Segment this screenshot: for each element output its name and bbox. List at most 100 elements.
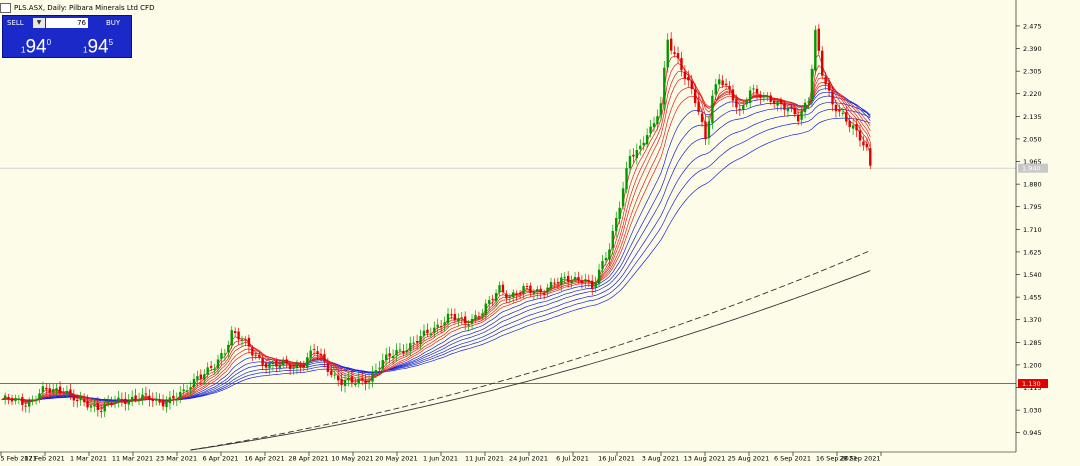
- candle[interactable]: [405, 343, 409, 356]
- candle[interactable]: [831, 86, 834, 112]
- candle[interactable]: [378, 361, 381, 372]
- candle[interactable]: [738, 104, 742, 117]
- candle[interactable]: [566, 271, 570, 288]
- candle[interactable]: [450, 308, 453, 320]
- candle[interactable]: [343, 374, 347, 393]
- candle[interactable]: [299, 360, 302, 373]
- candle[interactable]: [55, 383, 58, 396]
- candle[interactable]: [7, 393, 10, 405]
- candle[interactable]: [800, 107, 803, 126]
- candle[interactable]: [663, 61, 666, 111]
- candle[interactable]: [491, 294, 494, 307]
- candle[interactable]: [536, 285, 539, 298]
- candle[interactable]: [803, 98, 807, 119]
- candle[interactable]: [209, 361, 213, 372]
- candle[interactable]: [597, 263, 601, 288]
- candle[interactable]: [45, 383, 48, 396]
- candle[interactable]: [117, 390, 120, 408]
- candle[interactable]: [27, 397, 31, 413]
- candle[interactable]: [807, 97, 810, 110]
- candle[interactable]: [591, 274, 594, 296]
- candle[interactable]: [82, 393, 86, 407]
- candle[interactable]: [580, 275, 584, 289]
- candle[interactable]: [206, 362, 209, 379]
- candle[interactable]: [158, 393, 161, 406]
- candle[interactable]: [330, 364, 333, 378]
- candle[interactable]: [360, 371, 364, 386]
- candle[interactable]: [786, 105, 790, 118]
- candle[interactable]: [838, 104, 841, 117]
- candle[interactable]: [862, 135, 865, 151]
- candle[interactable]: [251, 344, 254, 361]
- candle[interactable]: [858, 124, 862, 147]
- candle[interactable]: [429, 327, 433, 339]
- candle[interactable]: [134, 388, 137, 403]
- candle[interactable]: [34, 395, 38, 405]
- candle[interactable]: [731, 84, 735, 108]
- candle[interactable]: [508, 293, 512, 303]
- candle[interactable]: [381, 353, 384, 373]
- candle[interactable]: [282, 356, 285, 368]
- candle[interactable]: [271, 359, 275, 371]
- candle[interactable]: [93, 398, 96, 413]
- candle[interactable]: [168, 391, 172, 410]
- candle[interactable]: [834, 99, 838, 118]
- candle[interactable]: [810, 64, 814, 107]
- candle[interactable]: [848, 115, 851, 133]
- candle[interactable]: [426, 323, 429, 337]
- candle[interactable]: [100, 404, 103, 418]
- candle[interactable]: [439, 320, 443, 334]
- candle[interactable]: [144, 386, 148, 401]
- candle[interactable]: [261, 355, 264, 370]
- candle[interactable]: [827, 77, 831, 97]
- candle[interactable]: [391, 349, 395, 365]
- candle[interactable]: [340, 372, 343, 392]
- candle[interactable]: [120, 392, 124, 407]
- candle[interactable]: [203, 368, 206, 385]
- candle[interactable]: [865, 137, 869, 151]
- candle[interactable]: [52, 384, 55, 399]
- candle[interactable]: [772, 97, 776, 109]
- candle[interactable]: [505, 290, 508, 304]
- candle[interactable]: [460, 312, 463, 325]
- candle[interactable]: [759, 90, 762, 105]
- candle[interactable]: [546, 283, 549, 297]
- candle[interactable]: [522, 283, 525, 299]
- candle[interactable]: [635, 143, 639, 165]
- candle[interactable]: [402, 344, 405, 357]
- candle[interactable]: [264, 360, 268, 374]
- candle[interactable]: [58, 381, 62, 398]
- candle[interactable]: [611, 224, 615, 255]
- candle[interactable]: [199, 369, 203, 386]
- candle[interactable]: [137, 392, 141, 406]
- candle[interactable]: [165, 396, 168, 413]
- candle[interactable]: [364, 374, 367, 391]
- candle[interactable]: [412, 336, 415, 351]
- candle[interactable]: [436, 318, 439, 334]
- candle[interactable]: [748, 86, 752, 108]
- candle[interactable]: [673, 45, 676, 58]
- candle[interactable]: [306, 352, 309, 371]
- candle[interactable]: [65, 385, 69, 399]
- candle[interactable]: [127, 394, 130, 411]
- candle[interactable]: [501, 281, 505, 296]
- candle[interactable]: [639, 139, 642, 156]
- candle[interactable]: [213, 363, 216, 375]
- candle[interactable]: [422, 324, 426, 341]
- candle[interactable]: [463, 311, 467, 331]
- candle[interactable]: [556, 277, 560, 289]
- candle[interactable]: [148, 389, 151, 407]
- candle[interactable]: [453, 308, 457, 324]
- candle[interactable]: [110, 396, 113, 408]
- candle[interactable]: [86, 394, 89, 411]
- candle[interactable]: [175, 392, 179, 407]
- candle[interactable]: [649, 119, 652, 138]
- candle[interactable]: [604, 251, 608, 266]
- candle[interactable]: [669, 32, 673, 55]
- candle[interactable]: [498, 281, 501, 297]
- candle[interactable]: [292, 363, 295, 375]
- candle[interactable]: [742, 100, 745, 114]
- candle[interactable]: [467, 319, 470, 332]
- candle[interactable]: [707, 115, 711, 145]
